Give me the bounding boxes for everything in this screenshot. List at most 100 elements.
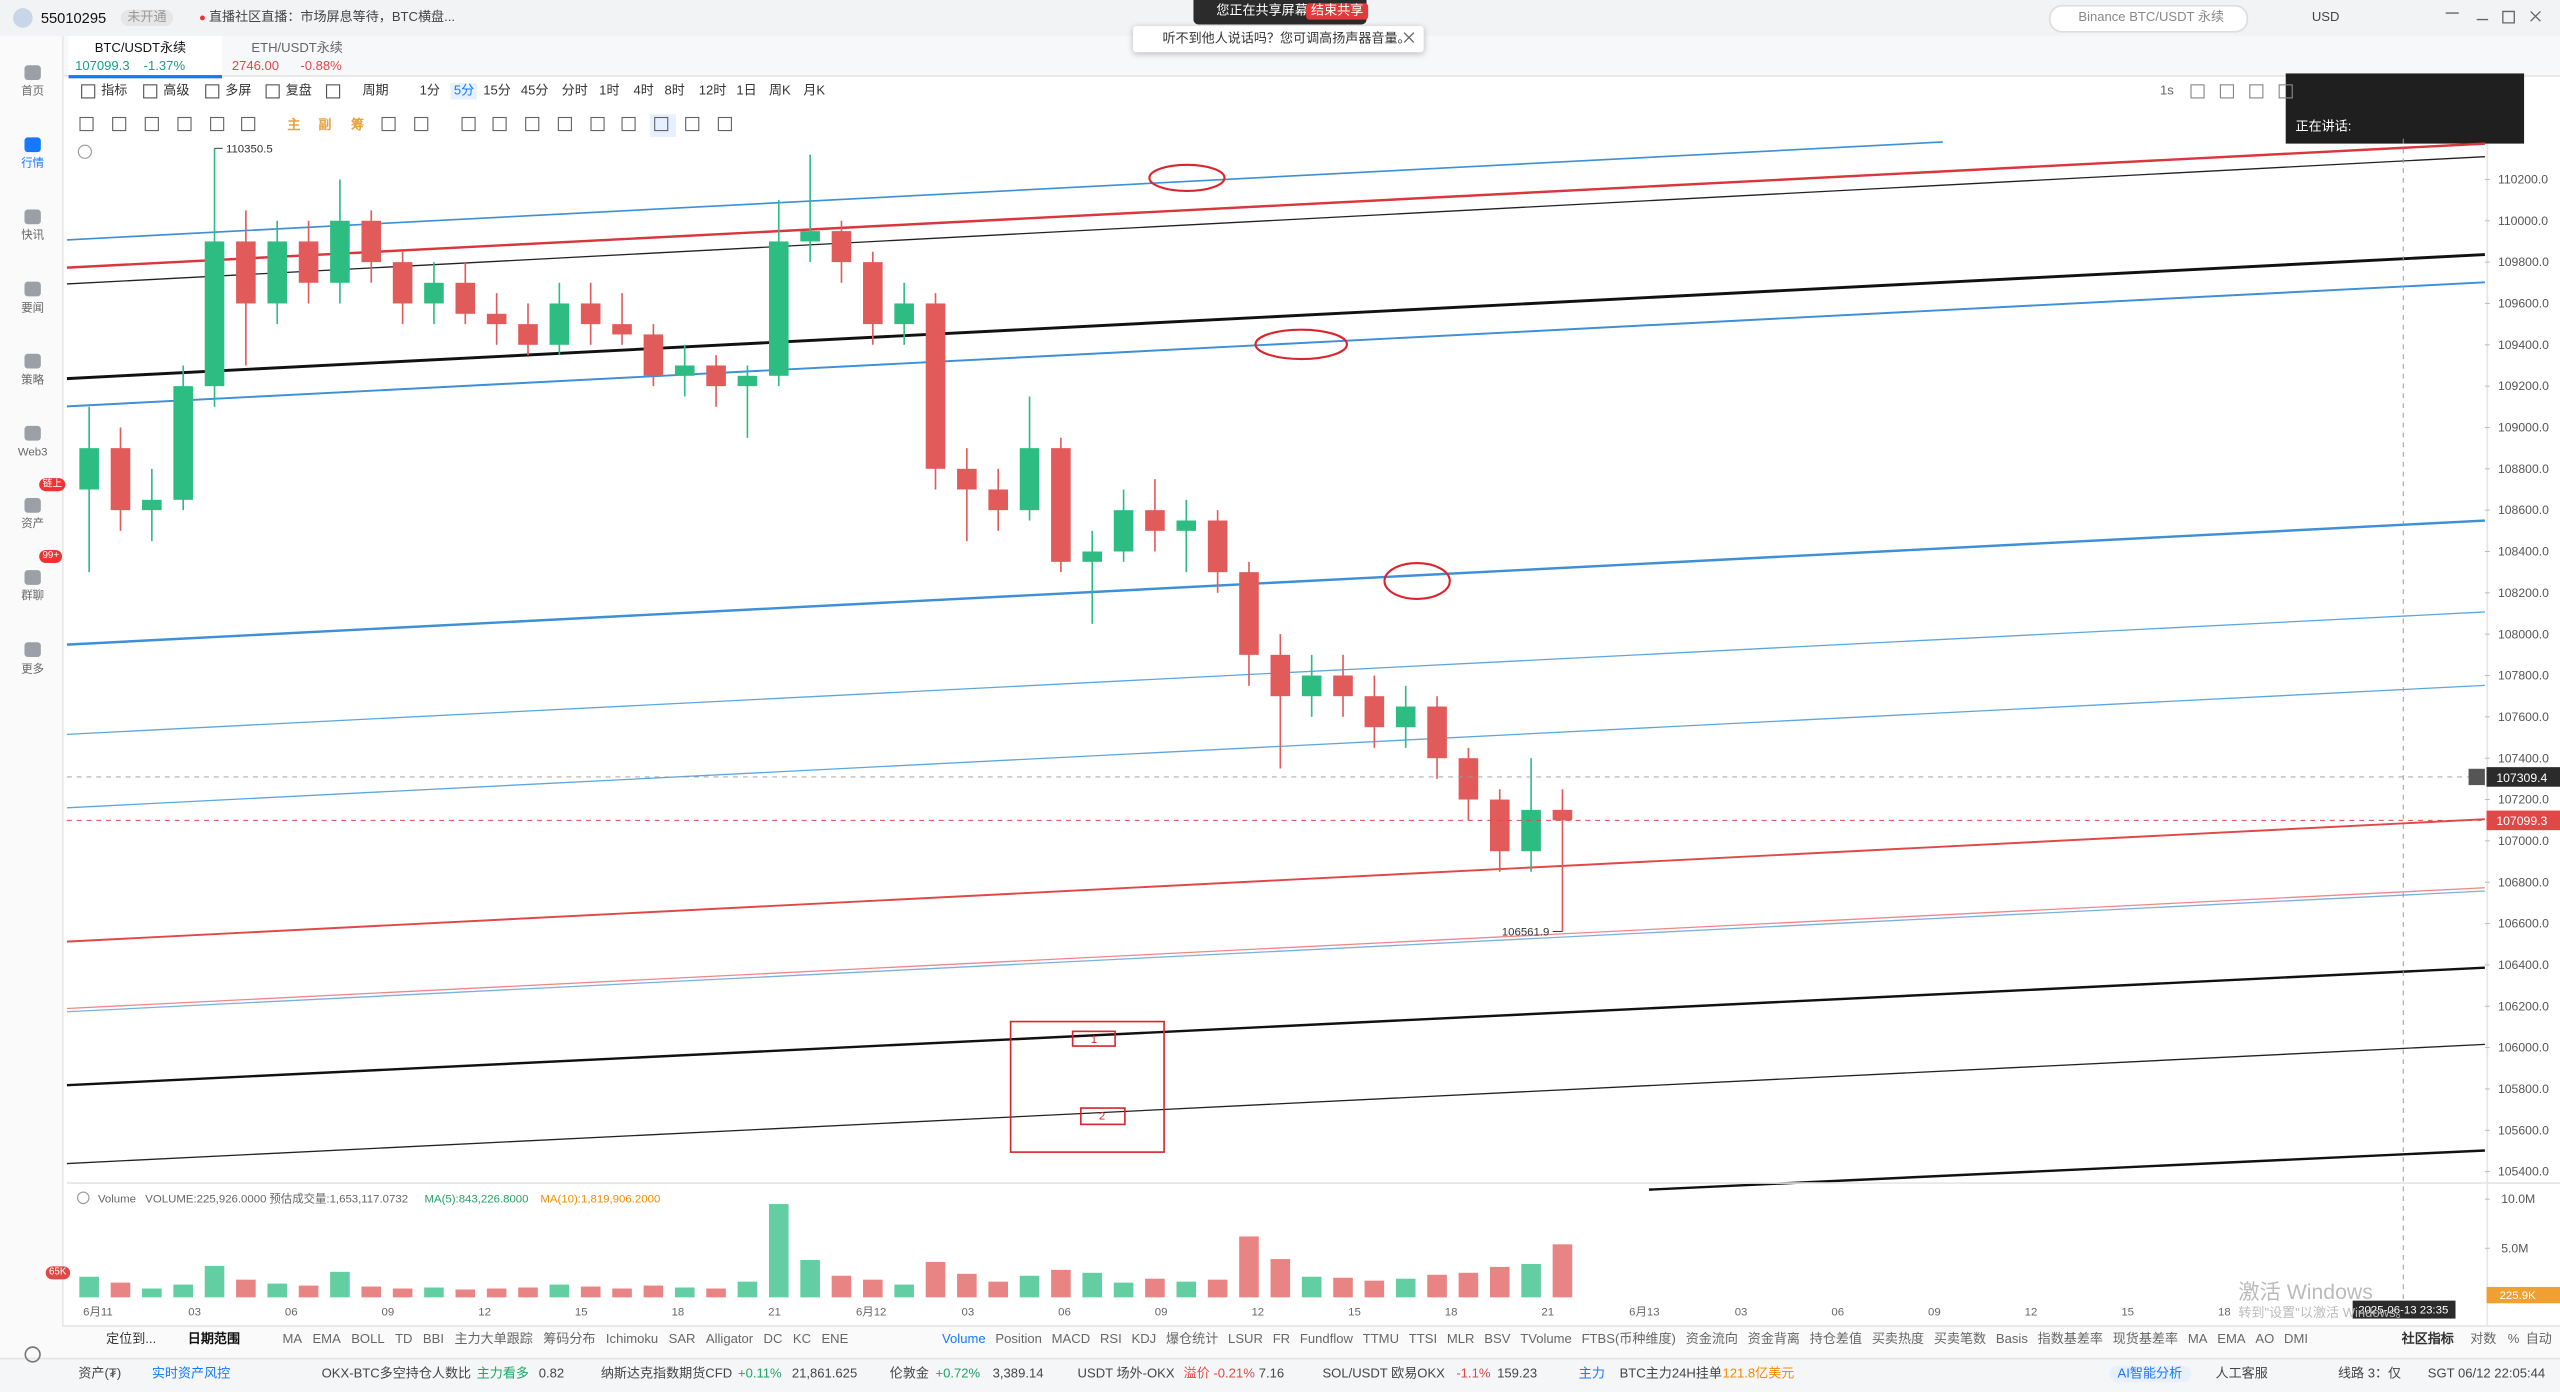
drawing-tool[interactable] <box>717 116 732 132</box>
sidebar-icon[interactable] <box>24 281 41 297</box>
locate-button[interactable]: 定位到... <box>106 1331 157 1347</box>
sidebar-item[interactable]: Web3 <box>17 447 48 459</box>
sidebar-item[interactable]: 更多 <box>21 663 45 675</box>
active-tab[interactable] <box>68 35 223 79</box>
indicator-button[interactable]: KC <box>792 1331 812 1347</box>
drawing-tool[interactable] <box>461 116 476 132</box>
toolbar-icon[interactable] <box>2278 84 2293 99</box>
indicator-button[interactable]: ENE <box>821 1331 849 1347</box>
toolbar-icon[interactable] <box>81 84 96 99</box>
drawing-tool[interactable] <box>112 116 127 132</box>
indicator-button[interactable]: EMA <box>2217 1331 2246 1347</box>
drawing-tool[interactable] <box>621 116 636 132</box>
indicator-button[interactable]: 主力大单跟踪 <box>454 1331 533 1347</box>
tab-symbol[interactable]: BTC/USDT永续 <box>94 40 187 56</box>
sidebar-item[interactable]: 策略 <box>21 375 45 387</box>
indicator-button[interactable]: BBI <box>422 1331 445 1347</box>
indicator-button[interactable]: BOLL <box>351 1331 385 1347</box>
toolbar-icon[interactable] <box>2190 84 2205 99</box>
indicator-button[interactable]: SAR <box>668 1331 696 1347</box>
status-item[interactable]: 实时资产风控 <box>151 1365 231 1381</box>
sidebar-item[interactable]: 群聊 <box>21 591 45 603</box>
status-item[interactable]: AI智能分析 <box>2109 1365 2191 1383</box>
indicator-button[interactable]: TTSI <box>1408 1331 1438 1347</box>
toolbar-icon[interactable] <box>2219 84 2235 99</box>
toolbar-button[interactable]: 1时 <box>599 83 620 98</box>
search-text[interactable]: Binance BTC/USDT 永续 <box>2078 9 2225 25</box>
toolbar-button[interactable]: 8时 <box>664 83 685 98</box>
sidebar-icon[interactable] <box>24 65 41 80</box>
toolbar-button[interactable]: 4时 <box>633 83 654 98</box>
drawing-tool[interactable] <box>381 116 396 132</box>
sidebar-icon[interactable] <box>24 353 41 369</box>
status-item[interactable]: 人工客服 <box>2215 1365 2268 1381</box>
indicator-button[interactable]: 资金流向 <box>1685 1331 1738 1347</box>
indicator-button[interactable]: FR <box>1272 1331 1291 1347</box>
toolbar-icon[interactable] <box>2249 84 2264 99</box>
indicator-button[interactable]: DC <box>763 1331 783 1347</box>
indicator-button[interactable]: 指数基差率 <box>2037 1331 2103 1347</box>
sidebar-icon[interactable] <box>24 498 41 513</box>
toolbar-icon[interactable] <box>325 84 341 99</box>
toolbar-button[interactable]: 复盘 <box>285 83 312 98</box>
drawing-tool[interactable]: 副 <box>318 117 332 133</box>
sidebar-icon[interactable] <box>24 425 41 441</box>
toolbar-button[interactable]: 指标 <box>101 83 128 98</box>
sidebar-icon[interactable] <box>24 642 41 657</box>
toolbar-icon[interactable] <box>205 84 220 99</box>
collapse-icon[interactable] <box>76 1191 90 1205</box>
indicator-button[interactable]: BSV <box>1484 1331 1511 1347</box>
toolbar-button[interactable]: 1分 <box>419 83 440 98</box>
tab-symbol[interactable]: ETH/USDT永续 <box>251 40 343 56</box>
sidebar-item[interactable]: 要闻 <box>21 302 45 315</box>
indicator-button[interactable]: 持仓差值 <box>1809 1331 1863 1347</box>
settings-gear[interactable] <box>24 1346 41 1363</box>
indicator-button[interactable]: EMA <box>312 1331 341 1347</box>
indicator-button[interactable]: Alligator <box>705 1331 754 1347</box>
news-ticker[interactable]: 直播社区直播：市场屏息等待，BTC横盘... <box>208 9 455 25</box>
community-indicators[interactable]: 社区指标 <box>2401 1331 2454 1347</box>
axis-option[interactable]: 自动 <box>2525 1331 2552 1347</box>
indicator-button[interactable]: TD <box>395 1331 413 1347</box>
toolbar-button[interactable]: 5分 <box>450 83 478 100</box>
drawing-tool[interactable] <box>525 116 540 132</box>
toolbar-button[interactable]: 1日 <box>736 83 757 98</box>
indicator-button[interactable]: AO <box>2255 1331 2275 1347</box>
toolbar-button[interactable]: 45分 <box>520 83 549 98</box>
indicator-button[interactable]: 现货基差率 <box>2112 1331 2179 1347</box>
sidebar-item[interactable]: 快讯 <box>21 230 45 243</box>
indicator-button[interactable]: RSI <box>1099 1331 1122 1347</box>
toolbar-button[interactable]: 分时 <box>561 83 588 98</box>
indicator-button[interactable]: TTMU <box>1362 1331 1400 1347</box>
indicator-button[interactable]: Fundflow <box>1299 1331 1353 1347</box>
drawing-tool[interactable] <box>590 116 605 132</box>
crosshair-add[interactable] <box>2468 768 2485 786</box>
axis-option[interactable]: % <box>2507 1331 2520 1347</box>
date-range-select[interactable]: 日期范围 <box>187 1331 240 1347</box>
drawing-tool[interactable] <box>210 116 225 132</box>
indicator-button[interactable]: 筹码分布 <box>543 1331 596 1347</box>
indicator-button[interactable]: 爆仓统计 <box>1166 1331 1219 1347</box>
sidebar-icon[interactable] <box>24 570 41 585</box>
stop-share-button[interactable]: 结束共享 <box>1306 3 1369 20</box>
drawing-tool[interactable]: 主 <box>287 117 301 133</box>
indicator-button[interactable]: 买卖热度 <box>1871 1331 1925 1347</box>
drawing-tool[interactable] <box>144 116 159 132</box>
toolbar-button[interactable]: 12时 <box>698 83 727 98</box>
drawing-tool[interactable] <box>414 116 429 132</box>
sidebar-item[interactable]: 行情 <box>21 158 45 171</box>
indicator-button[interactable]: Volume <box>942 1331 986 1347</box>
axis-option[interactable]: 对数 <box>2470 1331 2497 1347</box>
indicator-button[interactable]: KDJ <box>1131 1331 1157 1347</box>
drawing-tool[interactable] <box>557 116 572 132</box>
close-icon[interactable] <box>1403 32 1415 43</box>
drawing-tool[interactable] <box>685 116 700 132</box>
indicator-button[interactable]: MA <box>282 1331 303 1347</box>
toolbar-button[interactable]: 周期 <box>362 83 389 98</box>
sidebar-icon[interactable] <box>24 209 41 225</box>
indicator-button[interactable]: 买卖笔数 <box>1933 1331 1987 1347</box>
indicator-button[interactable]: FTBS(币种维度) <box>1581 1331 1676 1347</box>
toolbar-icon[interactable] <box>265 84 280 99</box>
indicator-button[interactable]: MACD <box>1051 1331 1091 1347</box>
toolbar-icon[interactable] <box>143 84 158 99</box>
